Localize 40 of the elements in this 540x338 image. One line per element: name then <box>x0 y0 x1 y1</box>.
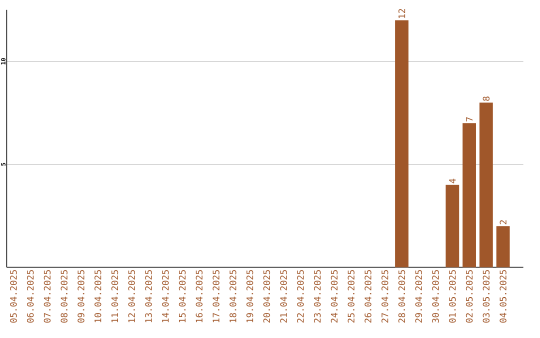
bar <box>446 185 460 268</box>
x-tick-label: 15.04.2025 <box>178 270 186 322</box>
x-tick-label: 21.04.2025 <box>280 270 287 323</box>
bar <box>496 226 510 268</box>
x-tick-label: 20.04.2025 <box>263 270 270 323</box>
x-tick-label: 23.04.2025 <box>314 270 321 323</box>
x-tick-label: 28.04.2025 <box>398 270 406 323</box>
x-tick-label: 30.04.2025 <box>432 270 439 323</box>
x-tick-label: 09.04.2025 <box>78 270 84 323</box>
data-label: 2 <box>500 220 506 224</box>
x-tick-label: 06.04.2025 <box>26 270 34 323</box>
x-tick-label: 04.05.2025 <box>500 270 506 323</box>
x-tick-label: 13.04.2025 <box>145 270 152 322</box>
data-label: 12 <box>398 9 406 18</box>
x-tick-label: 22.04.2025 <box>297 270 304 323</box>
data-label: 7 <box>466 117 473 122</box>
x-tick-label: 17.04.2025 <box>212 270 220 322</box>
x-tick-label: 14.04.2025 <box>162 270 169 322</box>
bar <box>462 123 476 268</box>
x-tick-label: 12.04.2025 <box>128 270 136 322</box>
bar <box>395 20 408 268</box>
data-label: 4 <box>449 178 456 184</box>
x-tick-label: 05.04.2025 <box>10 270 17 323</box>
x-tick-label: 27.04.2025 <box>381 270 388 323</box>
x-tick-label: 24.04.2025 <box>330 270 338 323</box>
data-label: 8 <box>482 96 490 101</box>
x-tick-label: 11.04.2025 <box>111 270 118 322</box>
x-tick-label: 29.04.2025 <box>415 270 422 323</box>
x-tick-label: 01.05.2025 <box>449 270 456 323</box>
x-tick-label: 02.05.2025 <box>466 270 473 323</box>
x-tick-label: 19.04.2025 <box>246 270 254 322</box>
x-tick-label: 25.04.2025 <box>348 270 354 323</box>
x-tick-label: 10.04.2025 <box>94 270 102 322</box>
x-tick-label: 07.04.2025 <box>44 270 51 323</box>
x-tick-label: 03.05.2025 <box>482 270 490 323</box>
x-tick-label: 18.04.2025 <box>230 270 236 322</box>
x-tick-label: 16.04.2025 <box>196 270 203 322</box>
bar <box>479 102 493 268</box>
x-tick-label: 26.04.2025 <box>364 270 372 323</box>
x-tick-label: 08.04.2025 <box>60 270 68 323</box>
